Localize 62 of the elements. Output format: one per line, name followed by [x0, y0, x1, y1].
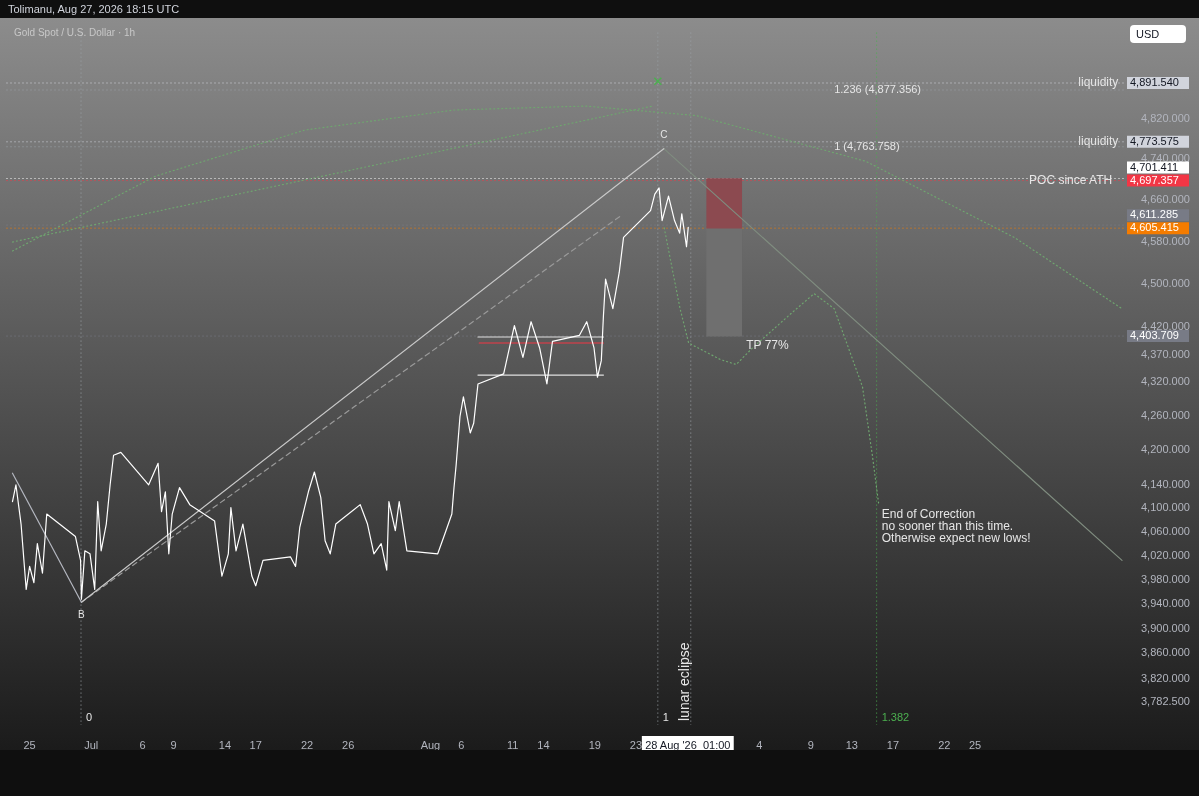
x-tick-label: 17 [249, 738, 262, 751]
y-tick-label: 3,980.000 [1141, 572, 1190, 585]
x-tick-label: 14 [218, 738, 232, 751]
y-tick-label: 4,060.000 [1141, 524, 1190, 537]
annotation: B [78, 608, 86, 620]
ref-line-label: 4,605.415 [1130, 221, 1179, 234]
ref-line-label: 4,403.709 [1130, 329, 1179, 342]
x-tick-label: Aug [420, 738, 441, 751]
ref-line-label: 4,773.575 [1130, 134, 1179, 147]
annotation: liquidity [1078, 75, 1119, 90]
y-tick-label: 4,660.000 [1141, 192, 1190, 205]
x-tick-label: 13 [845, 738, 858, 751]
ref-line-label: 4,697.357 [1130, 173, 1179, 186]
y-tick-label: 4,200.000 [1141, 443, 1190, 456]
y-tick-label: 3,820.000 [1141, 671, 1190, 684]
x-tick-label: 14 [537, 738, 550, 751]
y-tick-label: 4,020.000 [1141, 548, 1190, 561]
y-axis-title: USD [1130, 25, 1186, 43]
ref-line-label: lunar eclipse [675, 642, 692, 721]
y-tick-label: 3,860.000 [1141, 646, 1190, 659]
annotation: POC since ATH [1029, 172, 1113, 187]
x-tick-label: 11 [506, 738, 519, 751]
x-tick-label: 22 [300, 738, 314, 751]
ref-line-label: 1 [662, 710, 669, 723]
ref-line-label: 1 (4,763.758) [834, 139, 900, 152]
y-tick-label: 4,320.000 [1141, 375, 1190, 388]
x-tick-label: 22 [938, 738, 951, 751]
x-tick-label: 19 [588, 738, 601, 751]
annotation: End of Correction no sooner than this time. Otherwise expect new lows! [881, 506, 1031, 545]
x-tick-label: 4 [756, 738, 763, 751]
y-tick-label: 3,782.500 [1141, 695, 1190, 708]
ref-line-label: 4,611.285 [1130, 208, 1179, 221]
ref-line-label: 1.382 [881, 710, 910, 723]
x-tick-label: 26 [342, 738, 355, 751]
x-tick-label: 28 Aug '26 01:00 [645, 738, 731, 751]
annotation: liquidity [1078, 134, 1119, 149]
ref-line-label: 4,891.540 [1130, 76, 1179, 89]
x-tick-label: 9 [170, 738, 177, 751]
y-tick-label: 4,140.000 [1141, 477, 1190, 490]
annotation: C [660, 129, 668, 141]
y-tick-label: 4,820.000 [1141, 111, 1190, 124]
chart-title: Gold Spot / U.S. Dollar · 1h [14, 27, 136, 38]
x-tick-label: 9 [807, 738, 814, 751]
x-tick-label: 6 [458, 738, 465, 751]
x-tick-label: 23 [629, 738, 643, 751]
y-tick-label: 4,260.000 [1141, 408, 1190, 421]
y-tick-label: 4,580.000 [1141, 234, 1190, 247]
annotation: TP 77% [746, 338, 789, 353]
x-tick-label: 25 [23, 738, 36, 751]
y-tick-label: 4,370.000 [1141, 347, 1190, 360]
y-tick-label: 4,500.000 [1141, 276, 1190, 289]
x-tick-label: Jul [84, 738, 99, 751]
x-tick-label: 17 [886, 738, 900, 751]
ref-line-label: 1.236 (4,877.356) [834, 83, 922, 96]
ref-line-label: 0 [86, 710, 93, 723]
chart-subtitle: Tolimanu, Aug 27, 2026 18:15 UTC [8, 3, 180, 15]
x-tick-label: 6 [139, 738, 146, 751]
y-tick-label: 3,900.000 [1141, 621, 1190, 634]
ref-line-label: 4,701.411 [1130, 160, 1179, 173]
x-tick-label: 25 [969, 738, 982, 751]
y-tick-label: 3,940.000 [1141, 597, 1190, 610]
y-tick-label: 4,100.000 [1141, 501, 1190, 514]
